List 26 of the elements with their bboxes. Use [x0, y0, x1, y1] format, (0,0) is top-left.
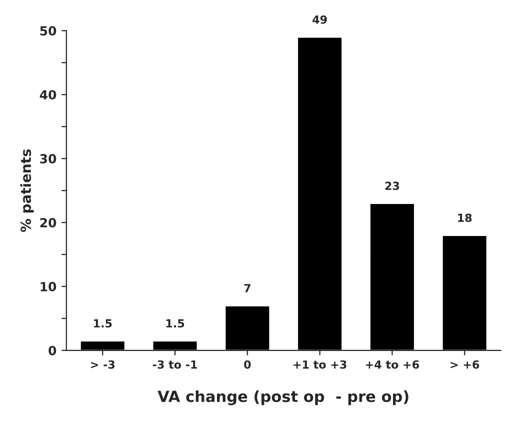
x-tick-label: +4 to +6	[366, 360, 419, 369]
y-tick-label: 30	[40, 154, 56, 164]
bar	[369, 202, 416, 350]
x-tick-label: 0	[244, 360, 251, 369]
data-label: 23	[385, 182, 400, 190]
y-tick-label: 50	[40, 26, 56, 36]
y-tick-label: 10	[40, 282, 56, 292]
data-label: 49	[312, 15, 327, 24]
bar	[79, 340, 126, 350]
y-tick-label: 40	[40, 90, 56, 100]
data-label: 1.5	[166, 319, 184, 328]
y-axis-title: % patients	[20, 149, 34, 232]
x-tick-label: +1 to +3	[294, 360, 346, 369]
y-tick-label: 0	[48, 346, 56, 356]
data-label: 18	[458, 214, 472, 222]
data-label: 1.5	[94, 319, 112, 328]
x-tick-label: > -3	[91, 360, 114, 369]
bar	[224, 304, 271, 350]
x-tick-label: > +6	[450, 360, 480, 369]
x-axis-title: VA change (post op - pre op)	[158, 390, 408, 406]
bar	[296, 36, 343, 350]
x-tick-label: -3 to -1	[152, 360, 197, 369]
y-tick-label: 20	[40, 218, 56, 228]
bar	[152, 340, 198, 350]
bar	[441, 234, 488, 350]
data-label: 7	[244, 284, 250, 292]
